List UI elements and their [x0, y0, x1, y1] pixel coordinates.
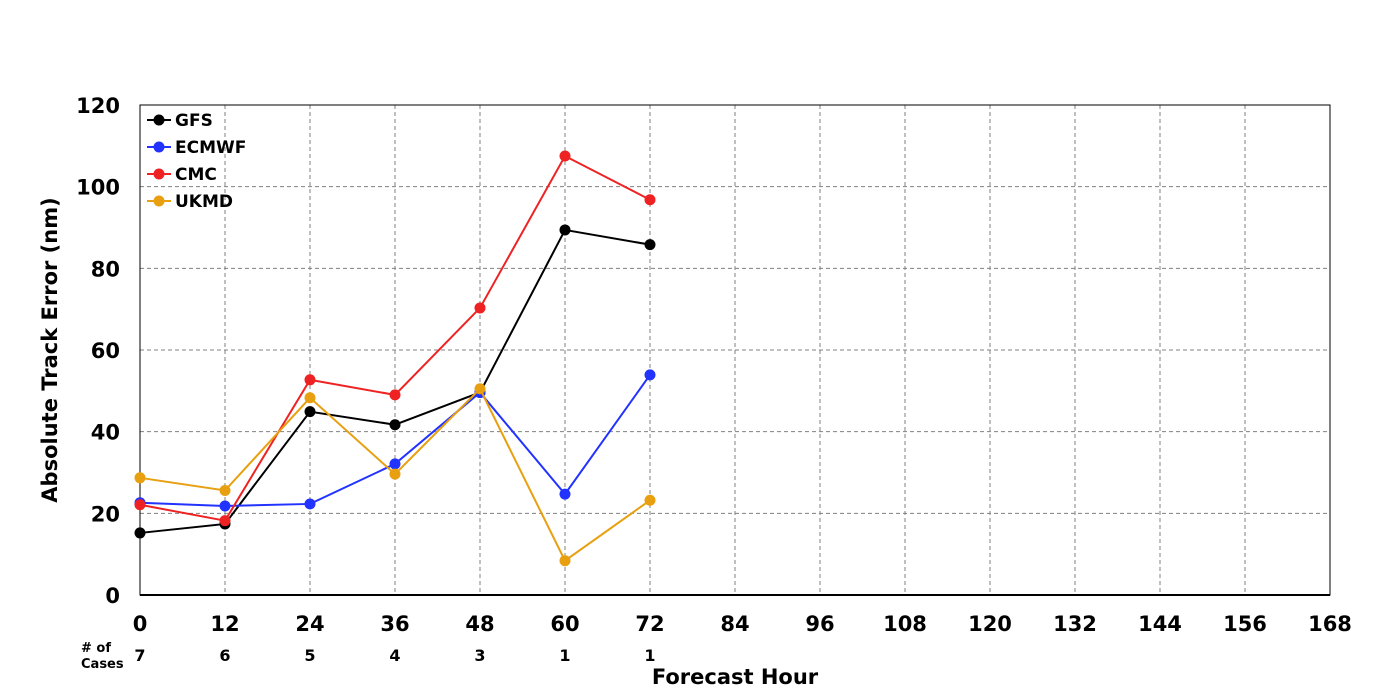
data-point [304, 374, 316, 386]
y-tick-label: 100 [76, 176, 120, 200]
data-point [219, 484, 231, 496]
x-tick-label: 24 [295, 612, 324, 636]
data-point [644, 239, 656, 251]
data-point [219, 515, 231, 527]
legend-label: CMC [175, 165, 217, 185]
case-count: 6 [219, 646, 230, 665]
data-point [389, 419, 401, 431]
legend-marker [153, 141, 165, 153]
cases-row: # of Cases 7 6 5 4 3 1 1 [81, 641, 656, 672]
legend-marker [153, 168, 165, 180]
y-axis-title: Absolute Track Error (nm) [38, 197, 62, 502]
series-ukmd [134, 383, 656, 567]
legend-label: GFS [175, 111, 213, 131]
x-tick-label: 144 [1138, 612, 1182, 636]
y-tick-label: 20 [91, 502, 120, 526]
grid-lines [140, 105, 1330, 595]
data-point [559, 555, 571, 567]
case-count: 7 [134, 646, 145, 665]
legend-item-ecmwf: ECMWF [147, 138, 246, 158]
legend-label: ECMWF [175, 138, 246, 158]
y-tick-labels: 0 20 40 60 80 100 120 [76, 94, 120, 608]
case-count: 4 [389, 646, 400, 665]
x-tick-label: 156 [1223, 612, 1267, 636]
series-ecmwf [134, 369, 656, 512]
x-tick-label: 120 [968, 612, 1012, 636]
y-tick-label: 60 [91, 339, 120, 363]
data-point [304, 498, 316, 510]
data-point [644, 369, 656, 381]
y-tick-label: 120 [76, 94, 120, 118]
data-point [304, 406, 316, 418]
x-axis-title: Forecast Hour [652, 665, 819, 689]
legend-item-gfs: GFS [147, 111, 213, 131]
data-point [134, 499, 146, 511]
data-point [389, 389, 401, 401]
data-point [304, 392, 316, 404]
x-tick-label: 108 [883, 612, 927, 636]
y-tick-label: 40 [91, 421, 120, 445]
data-point [389, 468, 401, 480]
case-count: 3 [474, 646, 485, 665]
data-point [134, 527, 146, 539]
legend-label: UKMD [175, 192, 233, 212]
data-point [559, 224, 571, 236]
data-point [474, 302, 486, 314]
y-tick-label: 80 [91, 257, 120, 281]
data-point [474, 383, 486, 395]
legend-item-cmc: CMC [147, 165, 217, 185]
x-tick-label: 132 [1053, 612, 1097, 636]
data-point [559, 150, 571, 162]
x-tick-label: 12 [210, 612, 239, 636]
x-tick-label: 84 [720, 612, 749, 636]
x-tick-label: 72 [635, 612, 664, 636]
case-count: 1 [644, 646, 655, 665]
case-count: 5 [304, 646, 315, 665]
data-point [219, 500, 231, 512]
x-tick-label: 0 [133, 612, 148, 636]
legend-marker [153, 114, 165, 126]
legend-marker [153, 195, 165, 207]
x-tick-label: 168 [1308, 612, 1352, 636]
x-tick-label: 48 [465, 612, 494, 636]
data-point [559, 488, 571, 500]
data-point [644, 194, 656, 206]
series-cmc [134, 150, 656, 527]
x-tick-label: 96 [805, 612, 834, 636]
cases-label-line2: Cases [81, 657, 124, 672]
case-count: 1 [559, 646, 570, 665]
x-tick-label: 36 [380, 612, 409, 636]
data-point [389, 458, 401, 470]
x-tick-labels: 0 12 24 36 48 60 72 84 96 108 120 132 144 156 168 [133, 612, 1352, 636]
data-point [134, 472, 146, 484]
legend: GFS ECMWF CMC UKMD [147, 111, 246, 212]
cases-label-line1: # of [81, 641, 111, 656]
data-series [134, 150, 656, 567]
y-tick-label: 0 [105, 584, 120, 608]
legend-item-ukmd: UKMD [147, 192, 233, 212]
data-point [644, 494, 656, 506]
x-tick-label: 60 [550, 612, 579, 636]
